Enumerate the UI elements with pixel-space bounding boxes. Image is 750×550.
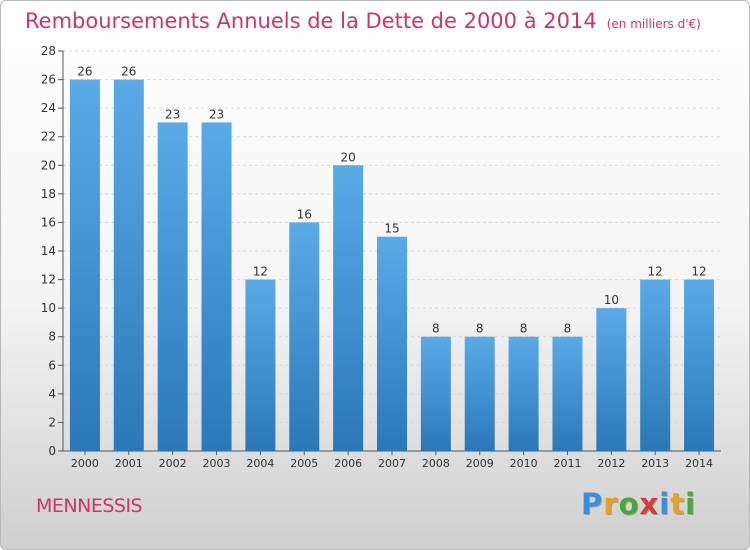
data-label: 12: [648, 265, 663, 279]
bar: [113, 79, 144, 452]
data-label: 26: [121, 65, 136, 79]
y-tick-label: 4: [48, 387, 56, 401]
y-tick-label: 22: [41, 130, 56, 144]
x-tick-label: 2002: [159, 457, 187, 470]
data-label: 15: [384, 222, 399, 236]
logo-letter: r: [603, 487, 619, 521]
data-label: 8: [520, 322, 528, 336]
y-tick-label: 26: [41, 73, 56, 87]
data-labels: 26 26 23 23 12 16 20 15 8 8 8 8 10 12 12: [77, 65, 706, 336]
bar: [157, 122, 188, 451]
y-tick-label: 10: [41, 301, 56, 315]
data-label: 20: [340, 150, 355, 164]
x-tick-label: 2000: [71, 457, 99, 470]
x-tick-label: 2005: [290, 457, 318, 470]
y-tick-label: 28: [41, 44, 56, 58]
logo-letter: x: [639, 487, 660, 521]
data-label: 12: [253, 265, 268, 279]
y-tick-label: 18: [41, 187, 56, 201]
bar: [201, 122, 232, 451]
bar: [596, 308, 627, 451]
chart-subtitle: (en milliers d'€): [606, 17, 701, 31]
data-label: 12: [691, 265, 706, 279]
x-tick-label: 2008: [422, 457, 450, 470]
bar: [289, 222, 320, 451]
y-tick-label: 2: [48, 415, 56, 429]
bar: [333, 165, 364, 452]
x-tick-label: 2007: [378, 457, 406, 470]
x-tick-label: 2006: [334, 457, 362, 470]
x-tick-label: 2013: [641, 457, 669, 470]
data-label: 23: [165, 107, 180, 121]
y-tick-label: 16: [41, 215, 56, 229]
data-label: 8: [476, 322, 484, 336]
data-label: 8: [564, 322, 572, 336]
y-tick-label: 24: [41, 101, 56, 115]
x-tick-label: 2014: [685, 457, 713, 470]
bar: [684, 279, 715, 451]
data-label: 26: [77, 65, 92, 79]
x-tick-label: 2009: [466, 457, 494, 470]
bar: [69, 79, 100, 452]
x-tick-label: 2004: [246, 457, 274, 470]
y-tick-label: 12: [41, 273, 56, 287]
x-tick-label: 2011: [553, 457, 581, 470]
y-tick-label: 14: [41, 244, 56, 258]
y-tick-label: 0: [48, 444, 56, 458]
x-tick-label: 2003: [203, 457, 231, 470]
bar: [508, 336, 539, 451]
x-tick-label: 2012: [597, 457, 625, 470]
proxiti-logo[interactable]: Proxiti: [581, 487, 696, 521]
commune-name: MENNESSIS: [36, 495, 143, 517]
bar: [552, 336, 583, 451]
data-label: 10: [604, 293, 619, 307]
x-tick-label: 2010: [510, 457, 538, 470]
logo-letter: P: [581, 487, 604, 521]
data-label: 23: [209, 107, 224, 121]
bar: [464, 336, 495, 451]
chart-title: Remboursements Annuels de la Dette de 20…: [25, 9, 701, 33]
y-tick-label: 20: [41, 158, 56, 172]
y-tick-label: 8: [48, 330, 56, 344]
data-label: 8: [432, 322, 440, 336]
logo-letter: t: [670, 487, 686, 521]
bar: [420, 336, 451, 451]
chart-title-text: Remboursements Annuels de la Dette de 20…: [25, 9, 597, 33]
bar: [245, 279, 276, 451]
logo-letter: i: [685, 487, 697, 521]
logo-letter: o: [618, 487, 640, 521]
bar: [640, 279, 671, 451]
bars: [69, 79, 715, 452]
y-tick-label: 6: [48, 358, 56, 372]
x-tick-label: 2001: [115, 457, 143, 470]
bar: [377, 236, 407, 451]
data-label: 16: [297, 207, 312, 221]
logo-letter: i: [659, 487, 671, 521]
x-tick-labels: 2000 2001 2002 2003 2004 2005 2006 2007 2008 2009…: [71, 451, 713, 470]
